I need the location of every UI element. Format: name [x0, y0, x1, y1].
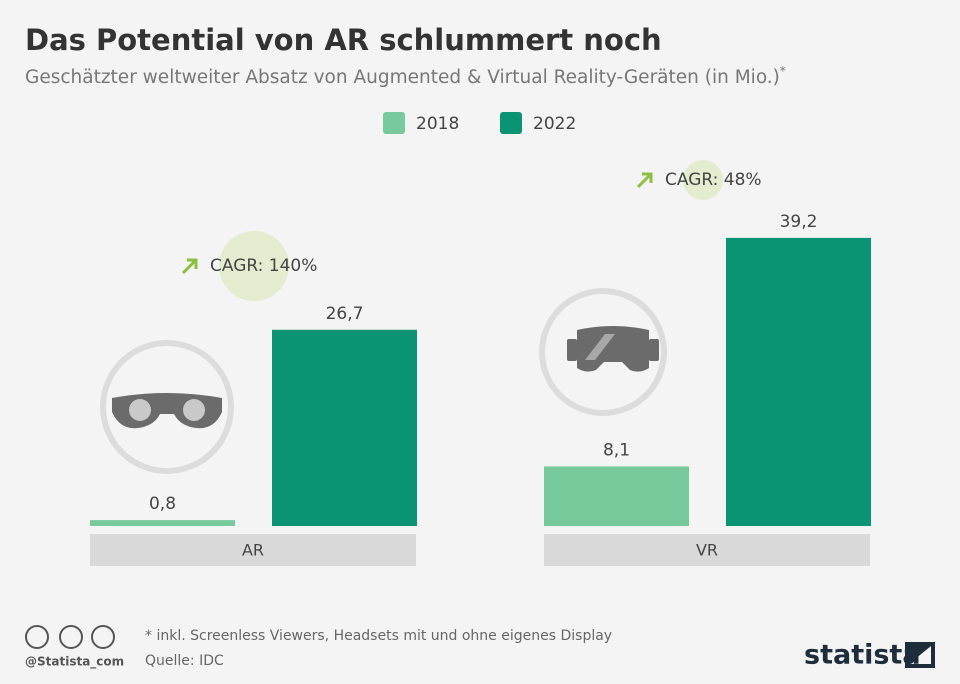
- value-label: 0,8: [149, 494, 176, 514]
- annotation: CAGR: 140%: [210, 256, 317, 276]
- brand-logo: [905, 642, 935, 668]
- subtitle-mark: *: [780, 64, 786, 78]
- chart-subtitle: Geschätzter weltweiter Absatz von Augmen…: [25, 64, 786, 89]
- bar: [544, 466, 689, 526]
- legend-label: 2018: [416, 114, 459, 134]
- annotation: CAGR: 48%: [665, 170, 762, 190]
- ar-icon: [100, 340, 234, 474]
- value-label: 39,2: [780, 212, 818, 232]
- annotation-arrow: [636, 172, 653, 189]
- credit: @Statista_com: [25, 655, 124, 670]
- category-band: [90, 534, 416, 566]
- x-tick-label: VR: [696, 541, 718, 560]
- value-label: 8,1: [603, 440, 630, 460]
- source: Quelle: IDC: [145, 653, 224, 669]
- x-tick-label: AR: [242, 541, 264, 560]
- value-label: 26,7: [326, 304, 364, 324]
- category-band: [544, 534, 870, 566]
- bar: [726, 237, 871, 526]
- legend-label: 2022: [533, 114, 576, 134]
- subtitle-text: Geschätzter weltweiter Absatz von Augmen…: [25, 67, 780, 88]
- bar: [90, 520, 235, 526]
- annotation-bubble: [219, 231, 289, 301]
- license-icons: [25, 625, 115, 649]
- vr-icon: [539, 288, 667, 416]
- footnote: * inkl. Screenless Viewers, Headsets mit…: [145, 628, 612, 644]
- annotation-arrow: [181, 258, 198, 275]
- legend-swatch: [383, 112, 405, 134]
- legend-swatch: [500, 112, 522, 134]
- brand: statista: [804, 640, 921, 671]
- bar: [272, 329, 417, 526]
- annotation-bubble: [683, 160, 723, 200]
- chart-title: Das Potential von AR schlummert noch: [25, 23, 662, 57]
